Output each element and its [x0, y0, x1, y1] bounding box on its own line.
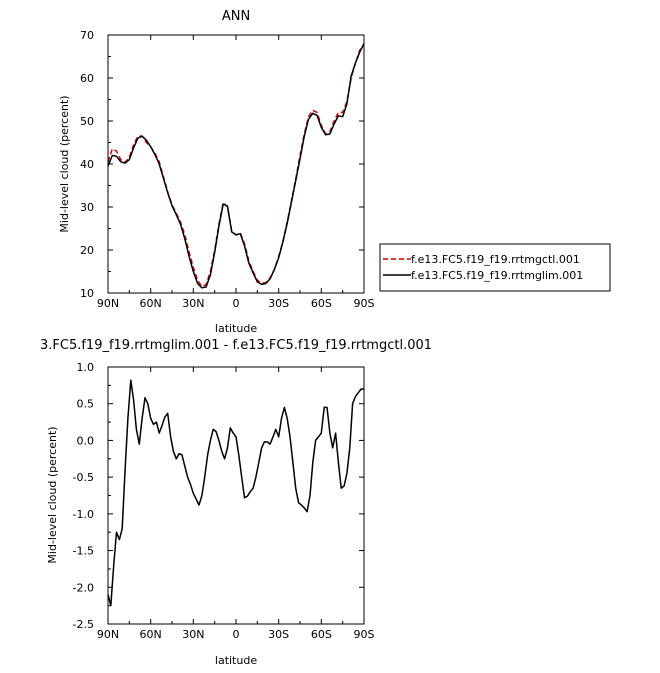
- bottom-x-tick-label: 60S: [311, 628, 332, 641]
- bottom-y-tick-label: -1.0: [73, 508, 94, 521]
- top-x-axis-label: latitude: [215, 322, 257, 335]
- bottom-x-tick-label: 60N: [140, 628, 162, 641]
- top-y-tick-label: 30: [80, 201, 94, 214]
- bottom-x-tick-label: 0: [233, 628, 240, 641]
- top-x-tick-label: 0: [233, 297, 240, 310]
- top-y-tick-label: 40: [80, 158, 94, 171]
- bottom-y-tick-label: -0.5: [73, 471, 94, 484]
- bottom-plot-frame: [107, 366, 365, 625]
- top-y-axis-label: Mid-level cloud (percent): [58, 95, 71, 232]
- bottom-x-tick-label: 90S: [354, 628, 375, 641]
- top-x-tick-label: 60S: [311, 297, 332, 310]
- top-x-tick-label: 90N: [97, 297, 119, 310]
- top-chart-title: ANN: [222, 9, 250, 24]
- bottom-y-tick-label: 0.0: [77, 434, 95, 447]
- top-x-tick-label: 30N: [182, 297, 204, 310]
- legend-box: [379, 243, 611, 292]
- top-panel: ANN 90N 60N 30N 0 30S 60S 90S 10 20 30 40 50 60 70 l…: [58, 9, 611, 335]
- bottom-y-ticks: -2.5 -2.0 -1.5 -1.0 -0.5 0.0 0.5 1.0: [73, 361, 364, 631]
- bottom-y-tick-label: 1.0: [77, 361, 95, 374]
- top-x-tick-label: 90S: [354, 297, 375, 310]
- legend: f.e13.FC5.f19_f19.rrtmgctl.001 f.e13.FC5…: [379, 243, 611, 292]
- bottom-y-axis-label: Mid-level cloud (percent): [46, 426, 59, 563]
- bottom-y-tick-label: -2.5: [73, 618, 94, 631]
- top-x-tick-label: 60N: [140, 297, 162, 310]
- bottom-x-tick-label: 90N: [97, 628, 119, 641]
- top-y-tick-label: 50: [80, 115, 94, 128]
- legend-label-lim: f.e13.FC5.f19_f19.rrtmglim.001: [411, 269, 583, 282]
- bottom-y-tick-label: 0.5: [77, 398, 95, 411]
- top-x-ticks: 90N 60N 30N 0 30S 60S 90S: [97, 35, 375, 310]
- bottom-x-tick-label: 30S: [268, 628, 289, 641]
- bottom-x-tick-label: 30N: [182, 628, 204, 641]
- legend-label-ctl: f.e13.FC5.f19_f19.rrtmgctl.001: [411, 253, 580, 266]
- bottom-y-tick-label: -2.0: [73, 581, 94, 594]
- bottom-x-axis-label: latitude: [215, 654, 257, 667]
- top-y-tick-label: 10: [80, 287, 94, 300]
- bottom-series-lines: [107, 379, 364, 607]
- bottom-x-ticks: 90N 60N 30N 0 30S 60S 90S: [97, 367, 375, 641]
- bottom-series-line-0: [107, 379, 364, 607]
- top-series-line-0: [107, 45, 365, 288]
- top-series-line-1: [107, 43, 365, 289]
- top-plot-frame: [107, 34, 365, 294]
- bottom-panel: 3.FC5.f19_f19.rrtmglim.001 - f.e13.FC5.f…: [40, 338, 432, 667]
- top-y-tick-label: 20: [80, 244, 94, 257]
- top-series-lines: [107, 43, 365, 289]
- top-y-tick-label: 70: [80, 29, 94, 42]
- top-y-tick-label: 60: [80, 72, 94, 85]
- bottom-chart-title: 3.FC5.f19_f19.rrtmglim.001 - f.e13.FC5.f…: [40, 338, 432, 353]
- bottom-y-tick-label: -1.5: [73, 545, 94, 558]
- top-y-ticks: 10 20 30 40 50 60 70: [80, 29, 364, 300]
- top-x-tick-label: 30S: [268, 297, 289, 310]
